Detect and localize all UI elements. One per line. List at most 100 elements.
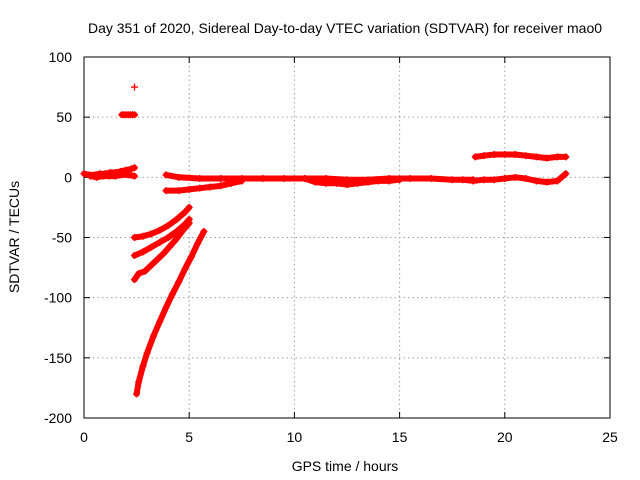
data-point bbox=[185, 203, 193, 211]
data-point bbox=[196, 175, 204, 183]
series-arc-neg12 bbox=[162, 177, 246, 195]
data-point bbox=[175, 173, 183, 181]
data-point bbox=[238, 175, 246, 183]
data-point bbox=[194, 240, 202, 248]
data-point bbox=[162, 171, 170, 179]
data-point bbox=[162, 187, 170, 195]
data-point bbox=[181, 208, 189, 216]
data-point bbox=[147, 230, 155, 238]
data-point bbox=[427, 175, 435, 183]
series-arc-plateau-52 bbox=[118, 111, 138, 119]
data-point bbox=[164, 234, 172, 241]
y-tick-label: -150 bbox=[44, 350, 72, 366]
data-point bbox=[311, 178, 319, 186]
data-point bbox=[130, 111, 138, 119]
data-point bbox=[187, 253, 195, 261]
data-point bbox=[206, 183, 214, 191]
data-point bbox=[130, 172, 138, 180]
data-point bbox=[154, 255, 162, 263]
data-point bbox=[143, 349, 151, 357]
data-point bbox=[175, 187, 183, 195]
data-point bbox=[149, 332, 157, 340]
data-point bbox=[118, 171, 126, 179]
data-point bbox=[501, 150, 509, 158]
series-band bbox=[163, 171, 477, 183]
data-point bbox=[139, 248, 147, 256]
data-point bbox=[301, 175, 309, 183]
data-point bbox=[181, 265, 189, 273]
data-point bbox=[280, 175, 288, 183]
y-ticks: -200 -150 -100 -50 0 50 100 bbox=[44, 49, 610, 426]
data-point bbox=[332, 179, 340, 187]
series-band bbox=[472, 151, 569, 162]
data-point bbox=[133, 390, 141, 398]
y-tick-label: 50 bbox=[56, 109, 72, 125]
grid bbox=[84, 57, 610, 418]
data-point bbox=[175, 278, 183, 286]
data-point bbox=[185, 219, 193, 227]
data-point bbox=[385, 177, 393, 185]
chart-title: Day 351 of 2020, Sidereal Day-to-day VTE… bbox=[88, 20, 602, 36]
data-point bbox=[480, 176, 488, 184]
data-point bbox=[99, 172, 107, 180]
data-point bbox=[396, 176, 404, 184]
data-point bbox=[112, 172, 120, 180]
data-point bbox=[173, 235, 181, 243]
data-point bbox=[364, 178, 372, 186]
data-point bbox=[185, 185, 193, 193]
data-series bbox=[80, 83, 570, 398]
data-point bbox=[322, 179, 330, 187]
data-point bbox=[217, 175, 225, 183]
data-point bbox=[448, 176, 456, 184]
data-point bbox=[105, 172, 113, 180]
data-point bbox=[124, 171, 132, 179]
data-point bbox=[522, 152, 530, 160]
data-point bbox=[173, 215, 181, 223]
x-tick-label: 5 bbox=[185, 429, 193, 445]
data-point bbox=[459, 176, 467, 184]
data-point bbox=[179, 226, 187, 234]
data-point bbox=[532, 177, 540, 185]
data-point bbox=[562, 170, 570, 178]
data-point bbox=[562, 153, 570, 161]
data-point bbox=[522, 175, 530, 183]
series-band bbox=[163, 177, 245, 194]
data-point bbox=[156, 318, 164, 326]
data-point bbox=[139, 362, 147, 370]
y-axis-label: SDTVAR / TECUs bbox=[6, 181, 22, 293]
data-point bbox=[501, 175, 509, 183]
series-band bbox=[301, 175, 403, 188]
series-arc-neg50 bbox=[130, 203, 193, 241]
data-point bbox=[543, 178, 551, 186]
data-point bbox=[164, 221, 172, 229]
data-point bbox=[130, 164, 138, 172]
data-point bbox=[156, 238, 164, 246]
data-point bbox=[130, 83, 138, 91]
data-point bbox=[156, 226, 164, 234]
data-point bbox=[259, 175, 267, 183]
data-point bbox=[375, 177, 383, 185]
data-point bbox=[130, 276, 138, 284]
data-point bbox=[553, 153, 561, 161]
y-tick-label: 100 bbox=[49, 49, 73, 65]
data-point bbox=[196, 184, 204, 192]
x-tick-label: 15 bbox=[392, 429, 408, 445]
series-arc-early-near-zero-lower bbox=[86, 171, 138, 181]
data-point bbox=[162, 303, 170, 311]
x-ticks: 0 5 10 15 20 25 bbox=[80, 57, 618, 445]
data-point bbox=[406, 175, 414, 183]
series-arc-late-zero bbox=[459, 170, 570, 186]
series-arc-late-plus18 bbox=[471, 150, 570, 162]
y-tick-label: 0 bbox=[64, 169, 72, 185]
data-point bbox=[511, 173, 519, 181]
data-point bbox=[490, 150, 498, 158]
data-point bbox=[543, 154, 551, 162]
series-arc-deep bbox=[133, 227, 208, 398]
data-point bbox=[490, 176, 498, 184]
data-point bbox=[139, 232, 147, 240]
data-point bbox=[80, 170, 88, 178]
x-axis-label: GPS time / hours bbox=[292, 458, 399, 474]
data-point bbox=[93, 173, 101, 181]
series-arc-zero-dip bbox=[301, 175, 404, 189]
